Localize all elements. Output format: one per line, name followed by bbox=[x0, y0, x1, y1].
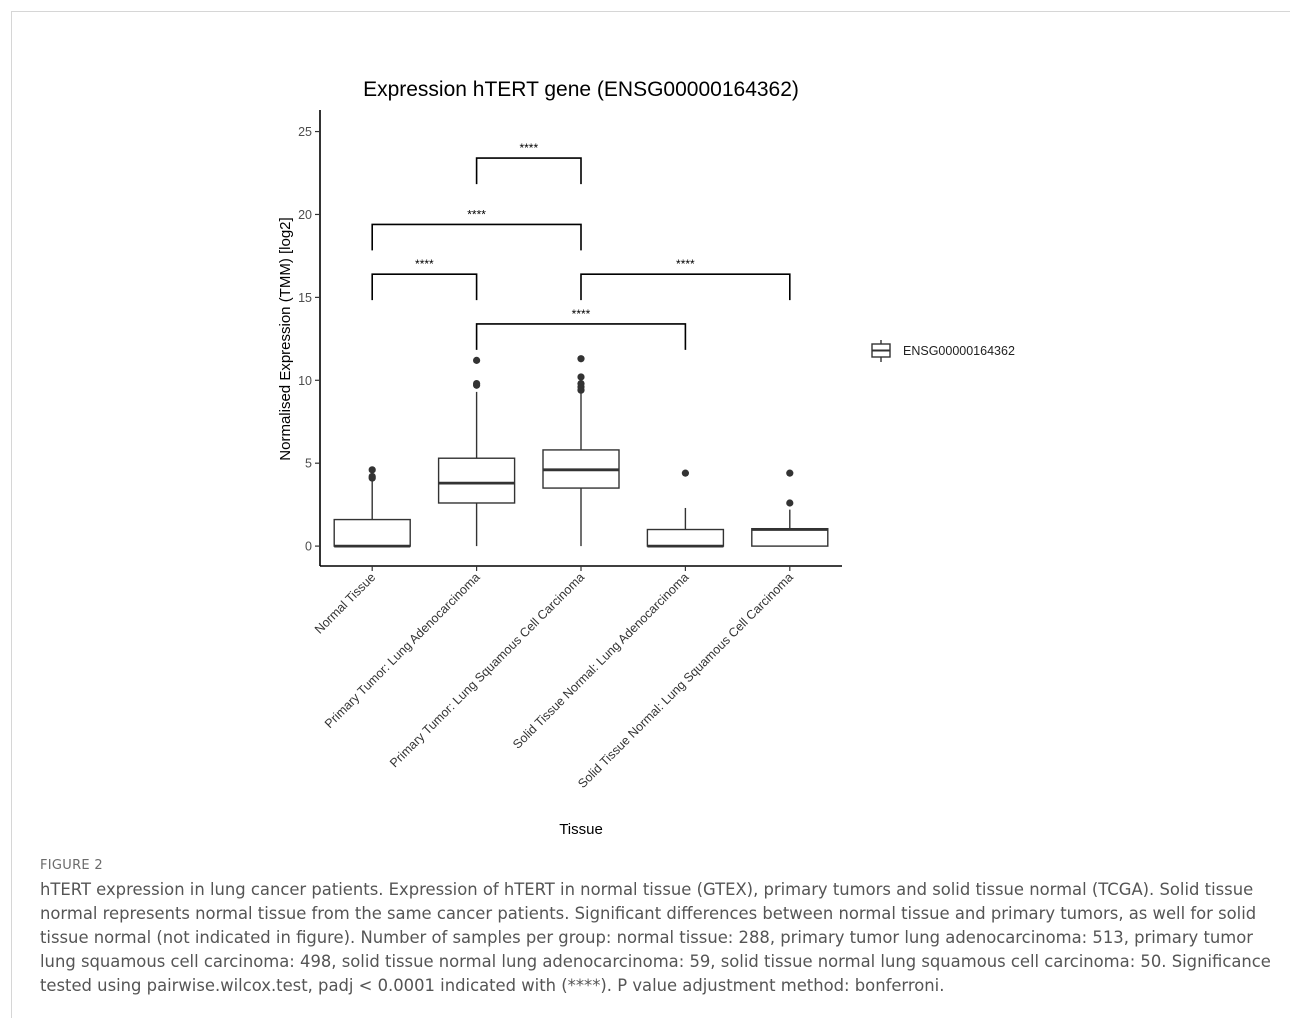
boxplot-chart: Expression hTERT gene (ENSG00000164362) … bbox=[277, 78, 1015, 838]
outlier-point bbox=[368, 466, 376, 474]
significance-bracket bbox=[475, 323, 687, 350]
significance-label: **** bbox=[519, 141, 538, 155]
outlier-point bbox=[368, 472, 376, 481]
box bbox=[751, 527, 829, 547]
outlier-point bbox=[473, 380, 481, 388]
x-tick-label: Primary Tumor: Lung Squamous Cell Carcin… bbox=[387, 570, 587, 770]
x-tick-label: Normal Tissue bbox=[312, 570, 378, 636]
outlier-point bbox=[786, 499, 794, 507]
significance-bracket bbox=[371, 223, 582, 251]
legend-entry: ENSG00000164362 bbox=[903, 344, 1015, 358]
outlier-point bbox=[786, 469, 794, 477]
y-tick-label: 25 bbox=[298, 125, 312, 139]
y-tick-label: 5 bbox=[305, 457, 312, 471]
significance-bracket bbox=[475, 157, 582, 185]
box bbox=[437, 457, 516, 504]
y-tick-label: 15 bbox=[298, 291, 312, 305]
significance-bracket bbox=[580, 273, 791, 301]
significance-label: **** bbox=[467, 207, 486, 221]
y-tick-label: 0 bbox=[305, 540, 312, 554]
outlier-point bbox=[577, 373, 585, 381]
outlier-point bbox=[577, 355, 585, 363]
significance-label: **** bbox=[572, 307, 591, 321]
significance-label: **** bbox=[676, 257, 695, 271]
y-axis-title: Normalised Expression (TMM) [log2] bbox=[277, 217, 294, 460]
legend: ENSG00000164362 bbox=[871, 340, 1015, 362]
chart-title: Expression hTERT gene (ENSG00000164362) bbox=[363, 78, 799, 101]
outlier-point bbox=[473, 356, 481, 364]
significance-label: **** bbox=[415, 257, 434, 271]
x-axis-title: Tissue bbox=[559, 821, 603, 838]
x-tick-label: Solid Tissue Normal: Lung Squamous Cell … bbox=[575, 570, 796, 791]
x-tick-label: Solid Tissue Normal: Lung Adenocarcinoma bbox=[510, 570, 691, 751]
legend-key-box-icon bbox=[871, 340, 891, 362]
y-tick-label: 20 bbox=[298, 208, 312, 222]
box bbox=[333, 518, 411, 547]
figure-frame bbox=[11, 11, 1290, 1018]
outlier-point bbox=[681, 469, 690, 477]
y-tick-label: 10 bbox=[298, 374, 312, 388]
figure-label: FIGURE 2 bbox=[40, 858, 103, 873]
outlier-point bbox=[577, 380, 585, 388]
box bbox=[646, 528, 725, 547]
significance-bracket bbox=[371, 273, 478, 301]
figure-caption: hTERT expression in lung cancer patients… bbox=[40, 880, 1271, 995]
